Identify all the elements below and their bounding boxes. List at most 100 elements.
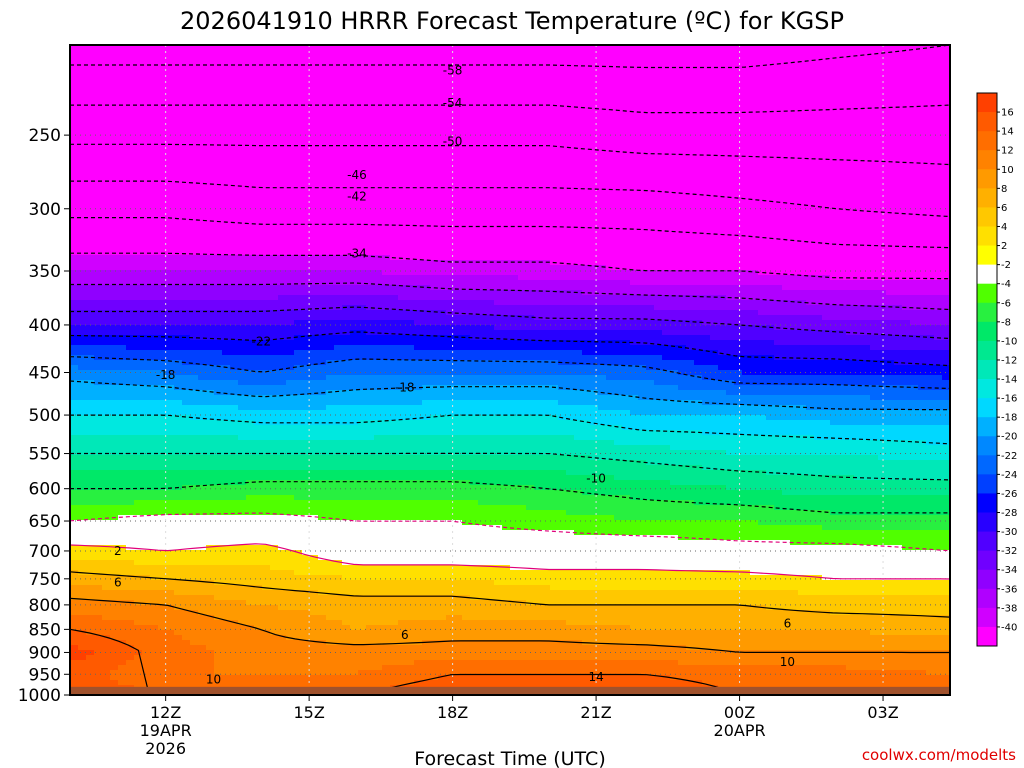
temperature-cell [894, 545, 903, 581]
temperature-cell [630, 430, 639, 446]
temperature-cell [510, 260, 519, 276]
temperature-cell [310, 365, 319, 381]
temperature-cell [870, 335, 879, 351]
temperature-cell [134, 470, 143, 491]
temperature-cell [846, 670, 855, 695]
temperature-cell [838, 615, 847, 631]
colorbar-frame [976, 92, 998, 647]
temperature-cell [310, 440, 319, 456]
colorbar-label: 8 [1001, 184, 1007, 195]
temperature-cell [702, 590, 711, 606]
temperature-cell [198, 470, 207, 486]
temperature-cell [534, 620, 543, 641]
temperature-cell [678, 335, 687, 346]
temperature-cell [574, 625, 583, 641]
temperature-cell [110, 325, 119, 336]
temperature-cell [518, 435, 527, 456]
colorbar-swatch [977, 169, 997, 189]
temperature-cell [134, 360, 143, 371]
temperature-cell [94, 520, 103, 546]
colorbar-label: -22 [1001, 451, 1017, 462]
temperature-cell [870, 350, 879, 361]
temperature-cell [558, 420, 567, 436]
temperature-cell [790, 405, 799, 421]
temperature-cell [454, 350, 463, 361]
temperature-cell [486, 620, 495, 641]
temperature-cell [270, 495, 279, 516]
temperature-cell [902, 615, 911, 636]
temperature-cell [750, 415, 759, 436]
temperature-cell [358, 500, 367, 521]
temperature-cell [190, 285, 199, 301]
temperature-cell [694, 285, 703, 296]
temperature-cell [470, 415, 479, 436]
temperature-cell [446, 470, 455, 481]
temperature-cell [382, 345, 391, 361]
temperature-cell [214, 435, 223, 456]
temperature-cell [454, 300, 463, 316]
temperature-cell [406, 375, 415, 391]
colorbar-swatch [977, 474, 997, 494]
temperature-cell [342, 390, 351, 406]
temperature-cell [158, 285, 167, 301]
temperature-cell [846, 345, 855, 361]
colorbar-label: 6 [1001, 203, 1007, 214]
temperature-cell [870, 650, 879, 671]
temperature-cell [838, 515, 847, 531]
x-tick-label: 21Z [580, 703, 611, 722]
temperature-cell [910, 335, 919, 351]
temperature-cell [486, 415, 495, 436]
temperature-cell [334, 390, 343, 406]
temperature-cell [710, 570, 719, 591]
temperature-cell [222, 500, 231, 516]
temperature-cell [654, 500, 663, 521]
temperature-cell [478, 375, 487, 386]
temperature-cell [446, 45, 455, 261]
temperature-cell [278, 325, 287, 341]
temperature-cell [846, 615, 855, 631]
temperature-cell [246, 355, 255, 371]
temperature-cell [102, 470, 111, 491]
temperature-cell [934, 615, 943, 636]
temperature-cell [598, 440, 607, 461]
temperature-cell [118, 515, 127, 546]
temperature-cell [638, 445, 647, 461]
temperature-cell [782, 610, 791, 631]
temperature-cell [198, 455, 207, 471]
temperature-cell [118, 255, 127, 271]
temperature-cell [126, 590, 135, 601]
temperature-cell [262, 675, 271, 695]
temperature-cell [334, 425, 343, 441]
temperature-cell [158, 590, 167, 606]
temperature-cell [278, 270, 287, 286]
temperature-cell [494, 565, 503, 586]
temperature-cell [150, 370, 159, 386]
temperature-cell [542, 660, 551, 676]
temperature-cell [878, 425, 887, 441]
temperature-cell [302, 455, 311, 471]
temperature-cell [110, 300, 119, 311]
temperature-cell [782, 590, 791, 611]
temperature-cell [118, 590, 127, 601]
temperature-cell [270, 635, 279, 676]
temperature-cell [638, 645, 647, 661]
temperature-cell [294, 270, 303, 286]
temperature-cell [646, 570, 655, 591]
temperature-cell [942, 445, 950, 461]
temperature-cell [94, 335, 103, 346]
temperature-cell [846, 440, 855, 456]
temperature-cell [686, 310, 695, 321]
temperature-cell [254, 385, 263, 396]
temperature-cell [518, 315, 527, 331]
colorbar-swatch [977, 398, 997, 418]
ground-fill [70, 686, 950, 695]
temperature-cell [590, 265, 599, 281]
temperature-cell [934, 675, 943, 695]
temperature-cell [782, 330, 791, 346]
temperature-cell [798, 420, 807, 436]
temperature-cell [334, 345, 343, 361]
temperature-cell [86, 355, 95, 371]
temperature-cell [518, 620, 527, 641]
colorbar-swatch [977, 569, 997, 590]
temperature-cell [318, 615, 327, 641]
